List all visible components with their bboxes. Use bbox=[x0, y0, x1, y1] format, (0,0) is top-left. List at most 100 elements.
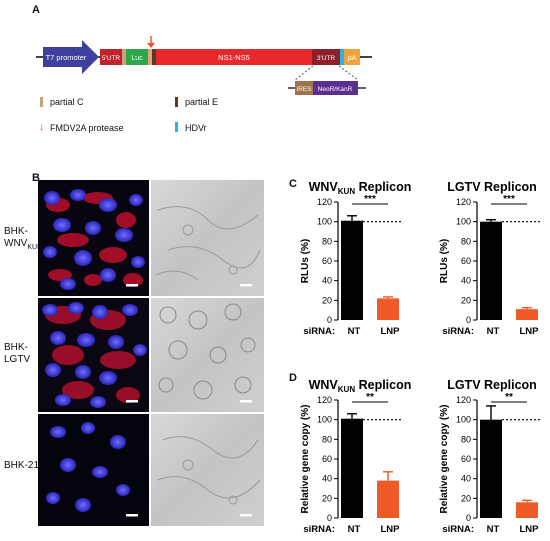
panel-c-letter: C bbox=[289, 178, 297, 190]
chart-2: WNVKUN Replicon 0 20 40 60 80 100 120 Relative g… bbox=[300, 378, 411, 535]
x-tick-label: LNP bbox=[520, 524, 540, 535]
legend-hdvr: HDVr bbox=[185, 123, 207, 133]
y-tick-label: 100 bbox=[317, 217, 332, 227]
legend-partial-e: partial E bbox=[185, 97, 219, 107]
panel-d-letter: D bbox=[289, 372, 297, 384]
ns1-ns5-box bbox=[156, 49, 312, 65]
chart-title: WNVKUN Replicon bbox=[309, 378, 412, 394]
y-tick-label: 0 bbox=[466, 513, 471, 523]
ns1-ns5-label: NS1-NS5 bbox=[218, 53, 250, 62]
y-tick-label: 80 bbox=[322, 434, 332, 444]
image-wnv-brightfield bbox=[151, 180, 264, 296]
bar-nt bbox=[480, 221, 502, 320]
bar-nt bbox=[341, 220, 363, 320]
hdvr-box bbox=[340, 49, 344, 65]
y-axis-label: RLUs (%) bbox=[300, 239, 311, 283]
y-tick-label: 60 bbox=[461, 256, 471, 266]
partial-e-box bbox=[152, 49, 156, 65]
y-tick-label: 120 bbox=[317, 395, 332, 405]
construct-diagram: T7 promoter 5'UTR Luc NS1-NS5 3'UTR pA I… bbox=[36, 36, 372, 95]
row-label-bhk21: BHK-21 bbox=[4, 460, 40, 471]
legend-swatch-partial-c bbox=[40, 97, 43, 107]
ires-box bbox=[295, 81, 313, 95]
luc-label: Luc bbox=[131, 55, 143, 62]
y-tick-label: 120 bbox=[456, 197, 471, 207]
significance-label: *** bbox=[503, 194, 515, 205]
y-tick-label: 100 bbox=[456, 217, 471, 227]
y-tick-label: 80 bbox=[461, 434, 471, 444]
bar-lnp bbox=[516, 309, 538, 320]
y-tick-label: 40 bbox=[461, 474, 471, 484]
row-label-wnv-line2: WNVKUN bbox=[4, 238, 42, 254]
y-tick-label: 60 bbox=[322, 454, 332, 464]
legend-swatch-partial-e bbox=[175, 97, 178, 107]
fmdv2a-box bbox=[148, 49, 152, 65]
y-tick-label: 0 bbox=[466, 315, 471, 325]
legend-partial-c: partial C bbox=[50, 97, 84, 107]
bar-lnp bbox=[516, 502, 538, 518]
row-label-wnv-name: WNV bbox=[4, 238, 28, 249]
x-tick-label: LNP bbox=[520, 326, 540, 337]
y-tick-label: 60 bbox=[322, 256, 332, 266]
panel-b-letter: B bbox=[32, 172, 40, 184]
t7-promoter-label: T7 promoter bbox=[46, 53, 87, 62]
y-tick-label: 120 bbox=[317, 197, 332, 207]
y-tick-label: 80 bbox=[461, 236, 471, 246]
row-label-lgtv: BHK- LGTV bbox=[4, 342, 30, 366]
y-tick-label: 40 bbox=[461, 276, 471, 286]
bar-nt bbox=[341, 418, 363, 518]
ires-label: IRES bbox=[296, 86, 312, 93]
image-bhk21-fluorescence bbox=[38, 414, 149, 526]
chart-title: LGTV Replicon bbox=[447, 180, 537, 194]
luc-box bbox=[126, 49, 148, 65]
x-tick-label: LNP bbox=[381, 326, 401, 337]
chart-3: LGTV Replicon 0 20 40 60 80 100 120 Relative gen… bbox=[439, 378, 540, 535]
legend-fmdv2a: FMDV2A protease bbox=[50, 123, 124, 133]
row-label-wnv: BHK- WNVKUN bbox=[4, 226, 42, 254]
x-tick-label: NT bbox=[487, 524, 500, 535]
image-wnv-fluorescence bbox=[38, 180, 149, 296]
row-label-wnv-line1: BHK- bbox=[4, 226, 28, 237]
utr5-box bbox=[100, 49, 122, 65]
fmdv2a-arrowhead bbox=[147, 43, 155, 48]
y-axis-label: Relative gene copy (%) bbox=[439, 405, 450, 514]
y-tick-label: 20 bbox=[322, 295, 332, 305]
t7-promoter-arrow bbox=[43, 40, 99, 74]
x-tick-label: LNP bbox=[381, 524, 401, 535]
x-prefix-label: siRNA: bbox=[303, 524, 335, 535]
microscopy-grid bbox=[38, 180, 264, 526]
y-axis-label: RLUs (%) bbox=[439, 239, 450, 283]
chart-1: LGTV Replicon 0 20 40 60 80 100 120 RLUs (%) NT LN… bbox=[439, 180, 540, 337]
utr3-box bbox=[312, 49, 340, 65]
utr3-label: 3'UTR bbox=[317, 55, 336, 62]
pa-box bbox=[344, 49, 360, 65]
y-tick-label: 100 bbox=[317, 415, 332, 425]
x-prefix-label: siRNA: bbox=[442, 326, 474, 337]
legend-swatch-hdvr bbox=[175, 122, 178, 132]
y-tick-label: 20 bbox=[461, 493, 471, 503]
significance-label: ** bbox=[505, 392, 513, 403]
bar-lnp bbox=[377, 480, 399, 518]
y-tick-label: 100 bbox=[456, 415, 471, 425]
y-tick-label: 20 bbox=[461, 295, 471, 305]
utr5-label: 5'UTR bbox=[102, 55, 121, 62]
panel-a-letter: A bbox=[32, 4, 40, 16]
neor-label: NeoR/KanR bbox=[318, 86, 353, 93]
row-label-lgtv-line1: BHK- bbox=[4, 342, 28, 353]
y-tick-label: 20 bbox=[322, 493, 332, 503]
x-tick-label: NT bbox=[348, 524, 361, 535]
y-axis-label: Relative gene copy (%) bbox=[300, 405, 311, 514]
y-tick-label: 60 bbox=[461, 454, 471, 464]
y-tick-label: 0 bbox=[327, 513, 332, 523]
row-label-lgtv-line2: LGTV bbox=[4, 354, 31, 365]
y-tick-label: 40 bbox=[322, 276, 332, 286]
x-prefix-label: siRNA: bbox=[442, 524, 474, 535]
image-lgtv-fluorescence bbox=[38, 298, 149, 412]
legend-arrow-fmdv2a-icon: ↓ bbox=[39, 121, 45, 133]
chart-title: LGTV Replicon bbox=[447, 378, 537, 392]
y-tick-label: 40 bbox=[322, 474, 332, 484]
significance-label: *** bbox=[364, 194, 376, 205]
bar-lnp bbox=[377, 298, 399, 320]
pa-label: pA bbox=[348, 55, 357, 62]
row-label-wnv-sub: KUN bbox=[27, 244, 43, 251]
